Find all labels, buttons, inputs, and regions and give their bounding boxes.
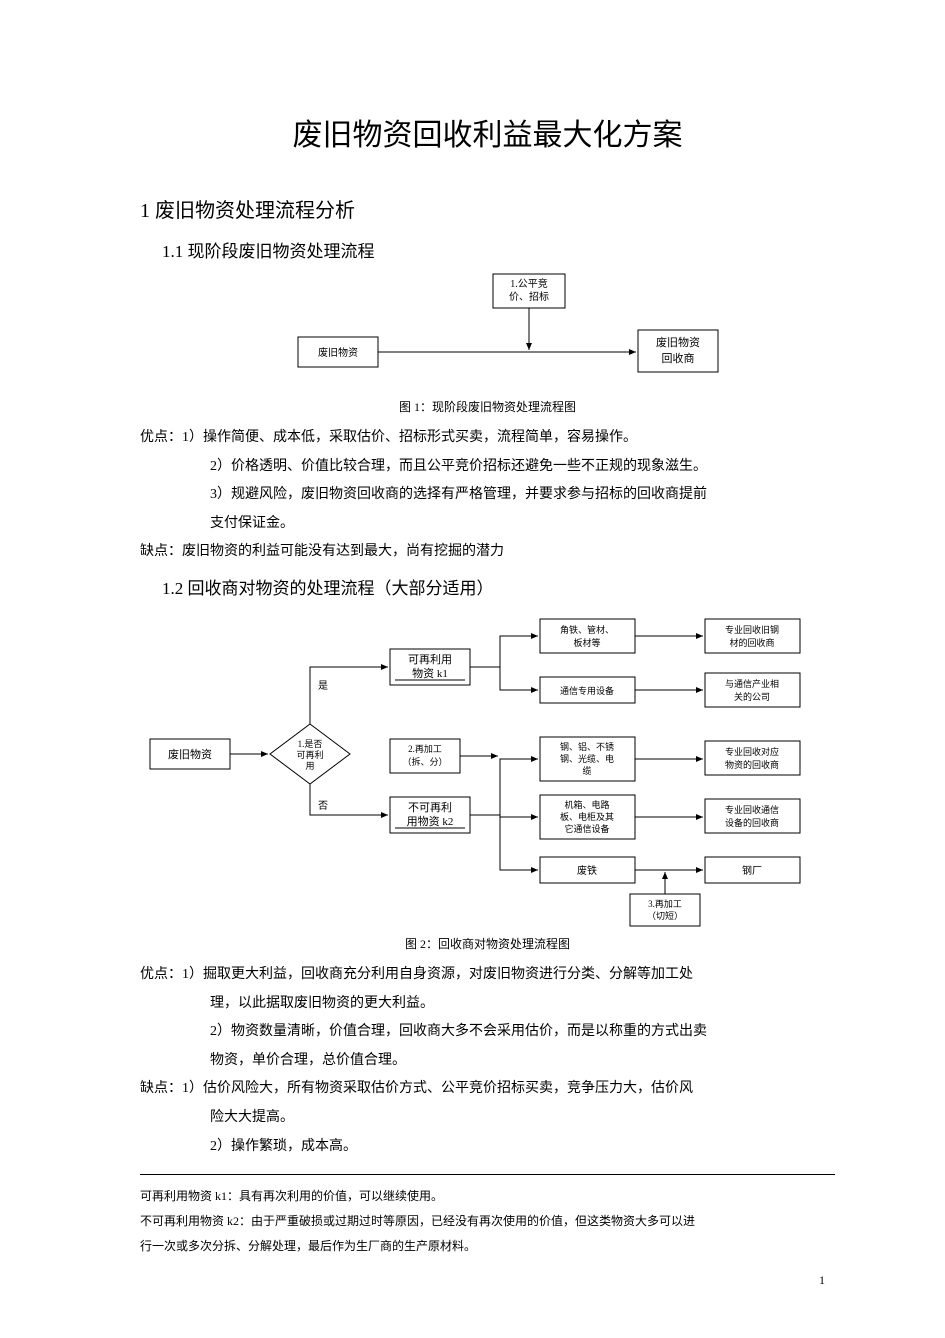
fig2-dst4-l1: 专业回收通信 xyxy=(725,804,779,815)
fig2-e-k2-out3 xyxy=(470,759,538,815)
dis1-1: 废旧物资的利益可能没有达到最大，尚有挖掘的潜力 xyxy=(182,544,504,559)
footnote-separator xyxy=(140,1174,835,1175)
fig2-dst2-l1: 与通信产业相 xyxy=(725,678,779,689)
fig2-diamond-l1: 1.是否 xyxy=(298,739,323,749)
figure-2-flowchart: 废旧物资 1.是否 可再利 用 可再利用 物资 k1 不可再利 用物资 k2 2… xyxy=(140,609,840,929)
adv-label: 优点： xyxy=(140,430,182,445)
caption-text: 现阶段废旧物资处理流程图 xyxy=(432,400,576,414)
footnote-2b: 行一次或多次分拆、分解处理，最后作为生厂商的生产原材料。 xyxy=(140,1235,835,1258)
fig2-diamond-l3: 用 xyxy=(305,761,314,771)
fig2-out2: 通信专用设备 xyxy=(560,685,614,696)
section-1-heading: 1 废旧物资处理流程分析 xyxy=(140,194,835,223)
disadvantages-1: 缺点：废旧物资的利益可能没有达到最大，尚有挖掘的潜力 xyxy=(140,539,835,566)
fig1-source: 废旧物资 xyxy=(318,346,358,359)
adv1-3a: 3）规避风险，废旧物资回收商的选择有严格管理，并要求参与招标的回收商提前 xyxy=(210,482,835,509)
fig2-diamond-l2: 可再利 xyxy=(296,749,323,760)
adv2-2b: 物资，单价合理，总价值合理。 xyxy=(210,1048,835,1075)
fig1-note-l1: 1.公平竞 xyxy=(510,277,548,290)
caption-prefix: 图 2： xyxy=(405,937,438,951)
fig2-out4-l3: 它通信设备 xyxy=(564,823,609,834)
page-number: 1 xyxy=(819,1273,825,1288)
advantages-2: 优点：1）掘取更大利益，回收商充分利用自身资源，对废旧物资进行分类、分解等加工处 xyxy=(140,962,835,989)
section-num: 1 xyxy=(140,200,150,222)
fig2-k2-l2: 用物资 k2 xyxy=(407,814,454,828)
section-label: 废旧物资处理流程分析 xyxy=(155,200,355,222)
caption-prefix: 图 1： xyxy=(399,400,432,414)
adv1-1: 1）操作简便、成本低，采取估价、招标形式买卖，流程简单，容易操作。 xyxy=(182,430,637,445)
fig2-k1-l2: 物资 k1 xyxy=(412,666,448,680)
fig2-proc2-l2: （切短） xyxy=(647,910,683,921)
figure-1-caption: 图 1：现阶段废旧物资处理流程图 xyxy=(140,398,835,415)
fig2-k1-l1: 可再利用 xyxy=(408,653,452,666)
advantages-1: 优点：1）操作简便、成本低，采取估价、招标形式买卖，流程简单，容易操作。 xyxy=(140,425,835,452)
fig2-dst2-l2: 关的公司 xyxy=(734,691,770,702)
adv1-2: 2）价格透明、价值比较合理，而且公平竞价招标还避免一些不正规的现象滋生。 xyxy=(210,454,835,481)
page-title: 废旧物资回收利益最大化方案 xyxy=(140,110,835,154)
fig2-start: 废旧物资 xyxy=(168,747,212,761)
subsection-num: 1.2 xyxy=(162,579,183,598)
fig2-proc-l2: （拆、分） xyxy=(402,756,447,767)
fig2-no-label: 否 xyxy=(318,800,328,812)
fig1-target-l1: 废旧物资 xyxy=(656,335,700,349)
fig2-dst3-l2: 物资的回收商 xyxy=(725,759,779,770)
fig2-k2-l1: 不可再利 xyxy=(408,801,452,814)
figure-2-caption: 图 2：回收商对物资处理流程图 xyxy=(140,935,835,952)
fig2-dst1-l1: 专业回收旧钢 xyxy=(725,624,779,635)
fig2-dst1-l2: 材的回收商 xyxy=(729,637,774,648)
subsection-label: 回收商对物资的处理流程（大部分适用） xyxy=(188,579,494,598)
adv1-3b: 支付保证金。 xyxy=(210,511,835,538)
section-1-2-heading: 1.2 回收商对物资的处理流程（大部分适用） xyxy=(162,574,835,599)
adv2-1a: 1）掘取更大利益，回收商充分利用自身资源，对废旧物资进行分类、分解等加工处 xyxy=(182,967,693,982)
adv2-2a: 2）物资数量清晰，价值合理，回收商大多不会采用估价，而是以称重的方式出卖 xyxy=(210,1019,835,1046)
subsection-num: 1.1 xyxy=(162,242,183,261)
fig2-dst3-l1: 专业回收对应 xyxy=(725,746,779,757)
fig2-out5: 废铁 xyxy=(577,864,597,877)
fig1-target-l2: 回收商 xyxy=(661,351,694,365)
footnote-2a: 不可再利用物资 k2：由于严重破损或过期过时等原因，已经没有再次使用的价值，但这… xyxy=(140,1210,835,1233)
fig2-out3-l1: 钢、铝、不锈 xyxy=(560,741,614,752)
fig2-out4-l2: 板、电柜及其 xyxy=(560,811,614,822)
dis2-2: 2）操作繁琐，成本高。 xyxy=(210,1134,835,1161)
fig2-dst5: 钢厂 xyxy=(742,864,762,877)
dis2-1b: 险大大提高。 xyxy=(210,1105,835,1132)
fig2-out1-l1: 角铁、管材、 xyxy=(560,624,614,635)
fig2-out1-l2: 板材等 xyxy=(573,637,600,648)
fig2-yes-label: 是 xyxy=(318,680,328,692)
dis-label: 缺点： xyxy=(140,1081,182,1096)
figure-1-flowchart: 1.公平竞 价、招标 废旧物资 废旧物资 回收商 xyxy=(228,272,748,392)
fig2-e-yes xyxy=(310,667,388,724)
fig2-out3-l3: 缆 xyxy=(582,765,591,776)
section-1-1-heading: 1.1 现阶段废旧物资处理流程 xyxy=(162,237,835,262)
disadvantages-2: 缺点：1）估价风险大，所有物资采取估价方式、公平竞价招标买卖，竞争压力大，估价风 xyxy=(140,1076,835,1103)
caption-text: 回收商对物资处理流程图 xyxy=(438,937,570,951)
footnote-1: 可再利用物资 k1：具有再次利用的价值，可以继续使用。 xyxy=(140,1185,835,1208)
fig2-e-k2-out5 xyxy=(470,815,538,870)
adv-label: 优点： xyxy=(140,967,182,982)
document-page: 废旧物资回收利益最大化方案 1 废旧物资处理流程分析 1.1 现阶段废旧物资处理… xyxy=(0,0,945,1338)
fig2-dst4-l2: 设备的回收商 xyxy=(725,817,779,828)
fig2-out3-l2: 钢、光缆、电 xyxy=(560,753,614,764)
subsection-label: 现阶段废旧物资处理流程 xyxy=(188,242,375,261)
fig2-proc-l1: 2.再加工 xyxy=(408,744,442,754)
dis2-1a: 1）估价风险大，所有物资采取估价方式、公平竞价招标买卖，竞争压力大，估价风 xyxy=(182,1081,693,1096)
adv2-1b: 理，以此据取废旧物资的更大利益。 xyxy=(210,991,835,1018)
fig1-note-l2: 价、招标 xyxy=(509,290,549,303)
fig2-e-k1-out1 xyxy=(470,636,538,667)
dis-label: 缺点： xyxy=(140,544,182,559)
fig2-proc2-l1: 3.再加工 xyxy=(648,899,682,909)
fig2-e-k1-out2 xyxy=(470,667,538,690)
fig2-out4-l1: 机箱、电路 xyxy=(564,799,609,810)
